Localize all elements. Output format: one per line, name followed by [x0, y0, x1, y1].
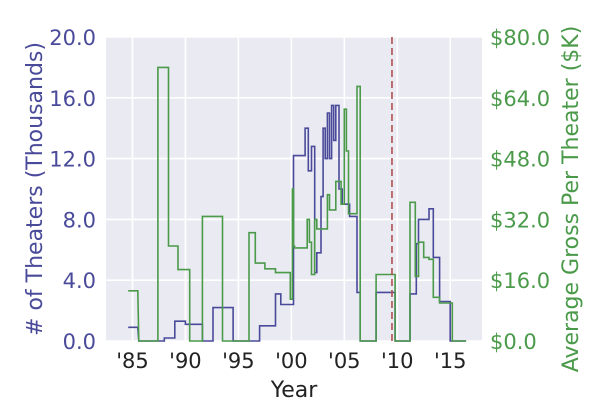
x-tick-label: '95 [222, 349, 255, 373]
y-left-tick-label: 0.0 [63, 330, 96, 354]
gross-line [128, 66, 467, 342]
x-tick-label: '90 [169, 349, 202, 373]
x-tick-label: '05 [328, 349, 361, 373]
y-right-tick-label: $16.0 [490, 269, 550, 293]
theaters-line [128, 104, 467, 342]
x-tick-label: '85 [116, 349, 149, 373]
series-group [128, 66, 467, 342]
y-left-tick-label: 4.0 [63, 269, 96, 293]
y-right-tick-label: $32.0 [490, 208, 550, 232]
x-axis-label: Year [270, 378, 319, 403]
y-left-tick-label: 12.0 [49, 148, 96, 172]
y-left-tick-label: 8.0 [63, 208, 96, 232]
y-right-tick-label: $0.0 [490, 330, 537, 354]
y-right-axis-label: Average Gross Per Theater ($K) [559, 26, 584, 373]
y-right-tick-labels: $0.0 $16.0 $32.0 $48.0 $64.0 $80.0 [490, 26, 550, 354]
y-left-tick-label: 20.0 [49, 26, 96, 50]
x-tick-labels: '85 '90 '95 '00 '05 '10 '15 [116, 349, 466, 373]
x-tick-label: '10 [381, 349, 414, 373]
x-tick-label: '00 [275, 349, 308, 373]
y-right-tick-label: $80.0 [490, 26, 550, 50]
y-right-tick-label: $64.0 [490, 87, 550, 111]
x-tick-label: '15 [434, 349, 467, 373]
y-left-axis-label: # of Theaters (Thousands) [23, 42, 48, 336]
y-left-tick-labels: 0.0 4.0 8.0 12.0 16.0 20.0 [49, 26, 96, 354]
y-right-tick-label: $48.0 [490, 148, 550, 172]
y-left-tick-label: 16.0 [49, 87, 96, 111]
